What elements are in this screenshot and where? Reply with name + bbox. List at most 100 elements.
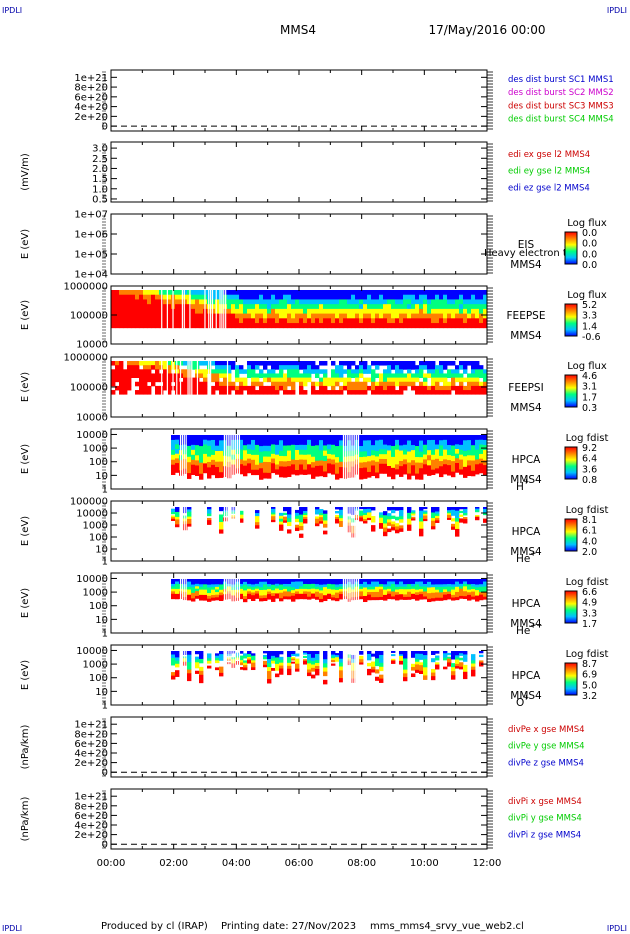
hpca_h-spectrogram-cell [335,440,340,447]
hpca_o-spectrogram-cell [315,651,320,655]
feepsi-spectrogram-cell [127,385,132,391]
feepsi-spectrogram-cell [167,365,172,370]
feepsi-spectrogram-cell [299,373,304,378]
feepsi-spectrogram-cell [335,365,340,370]
feepse-spectrogram-cell [375,299,380,305]
feepsi-spectrogram-cell [423,385,428,391]
hpca_h-spectrogram-cell [279,435,284,441]
hpca_hepp-spectrogram-cell [391,593,396,597]
feepse-spectrogram-cell [479,308,484,314]
hpca_o-spectrogram-cell [391,661,396,664]
feepsi-spectrogram-cell [223,390,228,395]
hpca_h-spectrogram-cell [255,454,260,461]
hpca_h-spectrogram-cell [391,435,396,441]
feepse-spectrogram-cell [307,304,312,310]
feepse-spectrogram-cell [239,294,244,300]
feepse-spectrogram-cell [403,318,408,324]
hpca_hepp-spectrogram-cell [379,591,384,595]
feepse-spectrogram-cell [215,313,220,319]
hpca_h-spectrogram-cell [251,449,256,456]
hpca_o-spectrogram-cell [295,663,300,667]
feepse-spectrogram-cell [479,318,484,324]
feepse-spectrogram-cell [483,323,488,329]
feepsi-spectrogram-cell [447,361,452,366]
feepsi-spectrogram-cell [451,381,456,387]
feepsi-spectrogram-cell [287,361,292,366]
feepsi-spectrogram-cell [463,385,468,391]
divpi-y-tick-label: 1e+21 [74,792,108,803]
hpca_he-spectrogram-cell [183,526,188,531]
hpca_hepp-spectrogram-cell [239,591,244,595]
hpca_hepp-spectrogram-cell [223,579,228,582]
feepse-colorbar-title: Log flux [567,290,607,301]
feepsi-spectrogram-cell [443,385,448,391]
feepsi-spectrogram-cell [267,377,272,383]
feepsi-spectrogram-cell [251,385,256,391]
hpca_hepp-spectrogram-cell [327,586,332,590]
hpca_h-y-tick-label: 10000 [76,430,108,441]
feepsi-spectrogram-cell [431,373,436,378]
feepse-spectrogram-cell [351,299,356,305]
hpca_hepp-spectrogram-cell [463,591,468,595]
hpca_hepp-spectrogram-cell [451,579,456,583]
hpca_o-spectrogram-cell [451,671,456,676]
hpca_h-spectrogram-cell [207,445,212,452]
feepsi-spectrogram-cell [387,385,392,391]
feepse-spectrogram-cell [347,318,352,324]
feepse-spectrogram-cell [395,313,400,319]
feepse-spectrogram-cell [219,294,224,300]
hpca_o-spectrogram-cell [335,659,340,662]
feepsi-spectrogram-cell [323,385,328,391]
hpca_o-data-gap [183,645,185,705]
feepse-spectrogram-cell [135,308,140,314]
hpca_h-spectrogram-cell [219,435,224,441]
feepse-spectrogram-cell [303,318,308,324]
hpca_hepp-spectrogram-cell [395,579,400,583]
hpca_o-spectrogram-cell [183,663,188,666]
hpca_o-data-gap [346,645,348,705]
feepse-spectrogram-cell [387,290,392,296]
feepse-spectrogram-cell [459,323,464,329]
hpca_o-spectrogram-cell [311,654,316,659]
feepsi-spectrogram-cell [359,390,364,395]
feepsi-spectrogram-cell [223,361,228,366]
hpca_h-spectrogram-cell [199,451,204,458]
hpca_h-spectrogram-cell [319,460,324,467]
feepse-spectrogram-cell [163,323,168,329]
hpca_o-spectrogram-cell [447,658,452,661]
feepsi-spectrogram-cell [459,385,464,391]
feepsi-spectrogram-cell [375,365,380,370]
footer-script-name: mms_mms4_srvy_vue_web2.cl [370,921,524,932]
feepsi-spectrogram-cell [419,373,424,378]
hpca_o-spectrogram-cell [339,678,344,683]
hpca_h-spectrogram-cell [295,459,300,466]
hpca_he-spectrogram-cell [395,523,400,527]
hpca_hepp-spectrogram-cell [251,597,256,601]
hpca_o-spectrogram-cell [267,671,272,676]
hpca_o-spectrogram-cell [311,651,316,655]
hpca_h-spectrogram-cell [203,468,208,474]
feepse-data-gap [215,286,217,344]
feepsi-spectrogram-cell [275,377,280,383]
feepse-spectrogram-cell [279,323,284,329]
feepsi-spectrogram-cell [443,373,448,378]
hpca_o-spectrogram-cell [287,659,292,664]
hpca_o-spectrogram-cell [463,668,468,673]
feepse-spectrogram-cell [267,290,272,296]
hpca_hepp-spectrogram-cell [431,579,436,583]
hpca_h-spectrogram-cell [283,456,288,462]
hpca_hepp-spectrogram-cell [191,579,196,583]
hpca_o-data-gap [350,645,352,705]
hpca_hepp-spectrogram-cell [211,594,216,599]
feepse-spectrogram-cell [131,290,136,296]
hpca_he-spectrogram-cell [419,521,424,526]
feepsi-spectrogram-cell [163,369,168,374]
hpca_he-spectrogram-cell [379,520,384,524]
hpca_h-spectrogram-cell [195,470,200,477]
hpca_hepp-spectrogram-cell [359,581,364,585]
hpca_hepp-spectrogram-cell [223,591,228,595]
feepse-spectrogram-cell [279,318,284,324]
hpca_h-spectrogram-cell [375,461,380,468]
feepsi-spectrogram-cell [335,377,340,383]
